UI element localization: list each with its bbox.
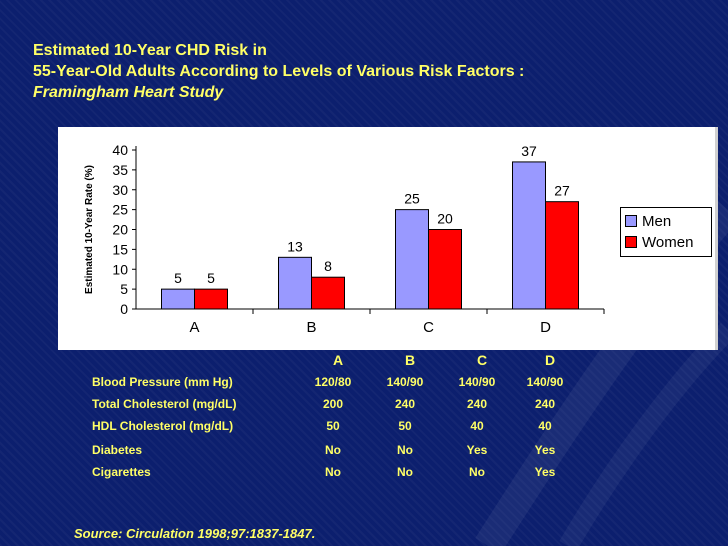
legend-item-men: Men xyxy=(625,211,671,231)
table-row-cigarettes: Cigarettes No No No Yes xyxy=(0,465,728,485)
data-label: 13 xyxy=(287,238,303,254)
y-tick-label: 15 xyxy=(112,241,128,257)
y-tick-label: 10 xyxy=(112,261,128,277)
table-cell: 40 xyxy=(538,419,552,433)
chart-legend: Men Women xyxy=(620,207,712,257)
y-tick-label: 5 xyxy=(120,281,128,297)
table-cell: Yes xyxy=(534,443,556,457)
bar-chart: 0 5 10 15 20 25 30 35 40 Estimated 10-Year Rate (… xyxy=(84,142,605,336)
y-axis-label: Estimated 10-Year Rate (%) xyxy=(84,165,95,294)
data-label: 25 xyxy=(404,191,420,207)
title-line-1: Estimated 10-Year CHD Risk in xyxy=(33,42,267,59)
table-cell: No xyxy=(397,443,413,457)
table-cell: 140/90 xyxy=(386,375,424,389)
data-label: 8 xyxy=(324,258,332,274)
table-cell: 200 xyxy=(322,397,344,411)
row-label: Cigarettes xyxy=(92,465,151,479)
title-line-2: 55-Year-Old Adults According to Levels o… xyxy=(33,63,525,80)
legend-item-women: Women xyxy=(625,232,693,252)
data-label: 20 xyxy=(437,211,453,227)
row-label: Diabetes xyxy=(92,443,143,457)
bar-men xyxy=(161,288,195,310)
table-col-d: D xyxy=(544,352,556,368)
table-col-c: C xyxy=(476,352,488,368)
risk-factor-table: A B C D Blood Pressure (mm Hg) 120/80 14… xyxy=(0,350,728,490)
table-col-a: A xyxy=(332,352,344,368)
data-label: 5 xyxy=(207,270,215,286)
y-tick-label: 25 xyxy=(112,202,128,218)
bar-women xyxy=(428,229,462,310)
bar-men xyxy=(395,209,429,310)
table-col-b: B xyxy=(404,352,416,368)
data-label: 5 xyxy=(174,270,182,286)
table-row-hdl-cholesterol: HDL Cholesterol (mg/dL) 50 50 40 40 xyxy=(0,419,728,439)
table-cell: 120/80 xyxy=(314,375,352,389)
table-cell: Yes xyxy=(534,465,556,479)
row-label: Total Cholesterol (mg/dL) xyxy=(92,397,237,411)
row-label: HDL Cholesterol (mg/dL) xyxy=(92,419,234,433)
bar-men xyxy=(278,256,312,310)
y-tick-label: 40 xyxy=(112,142,128,158)
slide-title: Estimated 10-Year CHD Risk in 55-Year-Ol… xyxy=(33,40,524,103)
row-label: Blood Pressure (mm Hg) xyxy=(92,375,233,389)
title-line-3: Framingham Heart Study xyxy=(33,84,224,101)
data-label: 27 xyxy=(554,183,570,199)
y-tick-label: 30 xyxy=(112,182,128,198)
bar-men xyxy=(512,161,546,310)
y-tick-label: 20 xyxy=(112,222,128,238)
x-tick-label: A xyxy=(189,319,199,336)
source-citation: Source: Circulation 1998;97:1837-1847. xyxy=(74,526,316,541)
x-tick-label: B xyxy=(306,319,316,336)
table-cell: No xyxy=(325,465,341,479)
table-cell: 50 xyxy=(326,419,340,433)
legend-label-men: Men xyxy=(642,212,672,230)
legend-label-women: Women xyxy=(642,233,694,251)
table-cell: No xyxy=(469,465,485,479)
table-cell: 240 xyxy=(466,397,488,411)
table-cell: 140/90 xyxy=(526,375,564,389)
bar-women xyxy=(194,288,228,310)
table-cell: 140/90 xyxy=(458,375,496,389)
table-row-total-cholesterol: Total Cholesterol (mg/dL) 200 240 240 24… xyxy=(0,397,728,417)
bar-women xyxy=(311,276,345,310)
y-tick-label: 0 xyxy=(120,301,128,317)
bar-women xyxy=(545,201,579,310)
y-tick-label: 35 xyxy=(112,162,128,178)
table-row-blood-pressure: Blood Pressure (mm Hg) 120/80 140/90 140… xyxy=(0,375,728,395)
table-cell: 40 xyxy=(470,419,484,433)
table-cell: No xyxy=(325,443,341,457)
table-cell: 240 xyxy=(394,397,416,411)
legend-swatch-men xyxy=(625,215,637,227)
table-cell: Yes xyxy=(466,443,488,457)
table-cell: No xyxy=(397,465,413,479)
data-label: 37 xyxy=(521,143,537,159)
table-row-diabetes: Diabetes No No Yes Yes xyxy=(0,443,728,463)
x-tick-label: D xyxy=(540,319,551,336)
table-cell: 240 xyxy=(534,397,556,411)
table-cell: 50 xyxy=(398,419,412,433)
legend-swatch-women xyxy=(625,236,637,248)
x-tick-label: C xyxy=(423,319,434,336)
chart-panel: 0 5 10 15 20 25 30 35 40 Estimated 10-Year Rate (… xyxy=(58,127,718,350)
